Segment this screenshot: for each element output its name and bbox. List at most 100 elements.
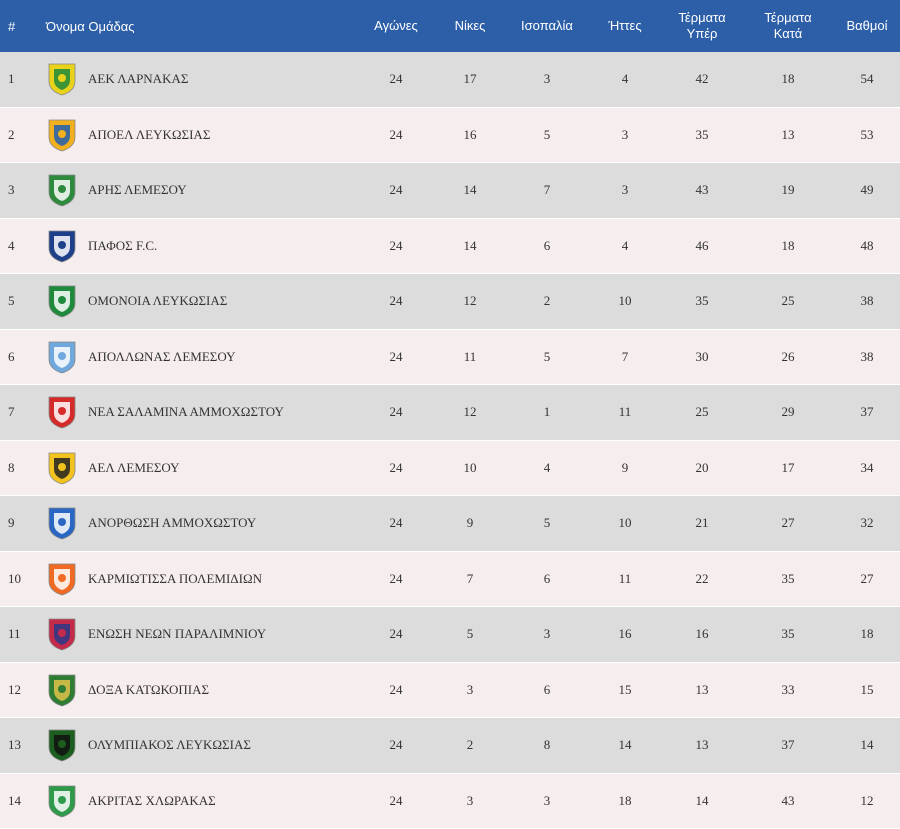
played-cell: 24 xyxy=(358,238,434,254)
team-name[interactable]: ΑΝΟΡΘΩΣΗ ΑΜΜΟΧΩΣΤΟΥ xyxy=(88,515,256,531)
goals-against-cell: 27 xyxy=(742,515,834,531)
played-cell: 24 xyxy=(358,515,434,531)
losses-cell: 3 xyxy=(588,127,662,143)
team-cell[interactable]: ΑΝΟΡΘΩΣΗ ΑΜΜΟΧΩΣΤΟΥ xyxy=(46,507,358,539)
apollon-logo-icon xyxy=(46,341,78,373)
header-played: Αγώνες xyxy=(358,18,434,34)
olympiakos-nicosia-logo-icon xyxy=(46,729,78,761)
position-cell: 5 xyxy=(0,293,46,309)
team-name[interactable]: ΑΕΚ ΛΑΡΝΑΚΑΣ xyxy=(88,71,188,87)
team-cell[interactable]: ΝΕΑ ΣΑΛΑΜΙΝΑ ΑΜΜΟΧΩΣΤΟΥ xyxy=(46,396,358,428)
team-name[interactable]: ΠΑΦΟΣ F.C. xyxy=(88,238,157,254)
points-cell: 32 xyxy=(834,515,900,531)
position-cell: 10 xyxy=(0,571,46,587)
losses-cell: 3 xyxy=(588,182,662,198)
team-cell[interactable]: ΠΑΦΟΣ F.C. xyxy=(46,230,358,262)
points-cell: 27 xyxy=(834,571,900,587)
wins-cell: 7 xyxy=(434,571,506,587)
goals-for-cell: 20 xyxy=(662,460,742,476)
team-name[interactable]: ΑΠΟΛΛΩΝΑΣ ΛΕΜΕΣΟΥ xyxy=(88,349,236,365)
played-cell: 24 xyxy=(358,293,434,309)
position-cell: 7 xyxy=(0,404,46,420)
goals-against-cell: 37 xyxy=(742,737,834,753)
losses-cell: 11 xyxy=(588,571,662,587)
goals-for-cell: 43 xyxy=(662,182,742,198)
team-cell[interactable]: ΑΡΗΣ ΛΕΜΕΣΟΥ xyxy=(46,174,358,206)
goals-against-cell: 18 xyxy=(742,71,834,87)
played-cell: 24 xyxy=(358,737,434,753)
points-cell: 18 xyxy=(834,626,900,642)
points-cell: 37 xyxy=(834,404,900,420)
position-cell: 1 xyxy=(0,71,46,87)
team-name[interactable]: ΕΝΩΣΗ ΝΕΩΝ ΠΑΡΑΛΙΜΝΙΟΥ xyxy=(88,626,266,642)
team-cell[interactable]: ΑΚΡΙΤΑΣ ΧΛΩΡΑΚΑΣ xyxy=(46,785,358,817)
wins-cell: 9 xyxy=(434,515,506,531)
points-cell: 15 xyxy=(834,682,900,698)
position-cell: 4 xyxy=(0,238,46,254)
team-name[interactable]: ΟΛΥΜΠΙΑΚΟΣ ΛΕΥΚΩΣΙΑΣ xyxy=(88,737,251,753)
wins-cell: 12 xyxy=(434,293,506,309)
team-cell[interactable]: ΟΜΟΝΟΙΑ ΛΕΥΚΩΣΙΑΣ xyxy=(46,285,358,317)
wins-cell: 10 xyxy=(434,460,506,476)
header-position: # xyxy=(0,19,46,34)
position-cell: 14 xyxy=(0,793,46,809)
position-cell: 2 xyxy=(0,127,46,143)
apoel-logo-icon xyxy=(46,119,78,151)
team-cell[interactable]: ΟΛΥΜΠΙΑΚΟΣ ΛΕΥΚΩΣΙΑΣ xyxy=(46,729,358,761)
goals-for-cell: 25 xyxy=(662,404,742,420)
header-goals-against-line2: Κατά xyxy=(742,26,834,42)
team-cell[interactable]: ΑΕΚ ΛΑΡΝΑΚΑΣ xyxy=(46,63,358,95)
goals-for-cell: 22 xyxy=(662,571,742,587)
team-name[interactable]: ΚΑΡΜΙΩΤΙΣΣΑ ΠΟΛΕΜΙΔΙΩΝ xyxy=(88,571,262,587)
team-name[interactable]: ΑΡΗΣ ΛΕΜΕΣΟΥ xyxy=(88,182,187,198)
header-goals-against: Τέρματα Κατά xyxy=(742,10,834,43)
goals-for-cell: 35 xyxy=(662,127,742,143)
points-cell: 12 xyxy=(834,793,900,809)
team-name[interactable]: ΟΜΟΝΟΙΑ ΛΕΥΚΩΣΙΑΣ xyxy=(88,293,227,309)
played-cell: 24 xyxy=(358,127,434,143)
wins-cell: 14 xyxy=(434,238,506,254)
team-cell[interactable]: ΑΕΛ ΛΕΜΕΣΟΥ xyxy=(46,452,358,484)
team-name[interactable]: ΝΕΑ ΣΑΛΑΜΙΝΑ ΑΜΜΟΧΩΣΤΟΥ xyxy=(88,404,284,420)
position-cell: 8 xyxy=(0,460,46,476)
played-cell: 24 xyxy=(358,71,434,87)
team-cell[interactable]: ΕΝΩΣΗ ΝΕΩΝ ΠΑΡΑΛΙΜΝΙΟΥ xyxy=(46,618,358,650)
draws-cell: 2 xyxy=(506,293,588,309)
team-name[interactable]: ΔΟΞΑ ΚΑΤΩΚΟΠΙΑΣ xyxy=(88,682,209,698)
team-cell[interactable]: ΑΠΟΕΛ ΛΕΥΚΩΣΙΑΣ xyxy=(46,119,358,151)
wins-cell: 3 xyxy=(434,682,506,698)
team-name[interactable]: ΑΕΛ ΛΕΜΕΣΟΥ xyxy=(88,460,180,476)
omonia-logo-icon xyxy=(46,285,78,317)
team-name[interactable]: ΑΚΡΙΤΑΣ ΧΛΩΡΑΚΑΣ xyxy=(88,793,216,809)
points-cell: 38 xyxy=(834,293,900,309)
goals-against-cell: 43 xyxy=(742,793,834,809)
position-cell: 11 xyxy=(0,626,46,642)
wins-cell: 17 xyxy=(434,71,506,87)
losses-cell: 18 xyxy=(588,793,662,809)
team-cell[interactable]: ΚΑΡΜΙΩΤΙΣΣΑ ΠΟΛΕΜΙΔΙΩΝ xyxy=(46,563,358,595)
team-cell[interactable]: ΔΟΞΑ ΚΑΤΩΚΟΠΙΑΣ xyxy=(46,674,358,706)
team-name[interactable]: ΑΠΟΕΛ ΛΕΥΚΩΣΙΑΣ xyxy=(88,127,210,143)
draws-cell: 6 xyxy=(506,682,588,698)
points-cell: 54 xyxy=(834,71,900,87)
team-cell[interactable]: ΑΠΟΛΛΩΝΑΣ ΛΕΜΕΣΟΥ xyxy=(46,341,358,373)
doxa-logo-icon xyxy=(46,674,78,706)
goals-for-cell: 13 xyxy=(662,682,742,698)
table-header: # Όνομα Ομάδας Αγώνες Νίκες Ισοπαλία Ήττ… xyxy=(0,0,900,52)
played-cell: 24 xyxy=(358,571,434,587)
